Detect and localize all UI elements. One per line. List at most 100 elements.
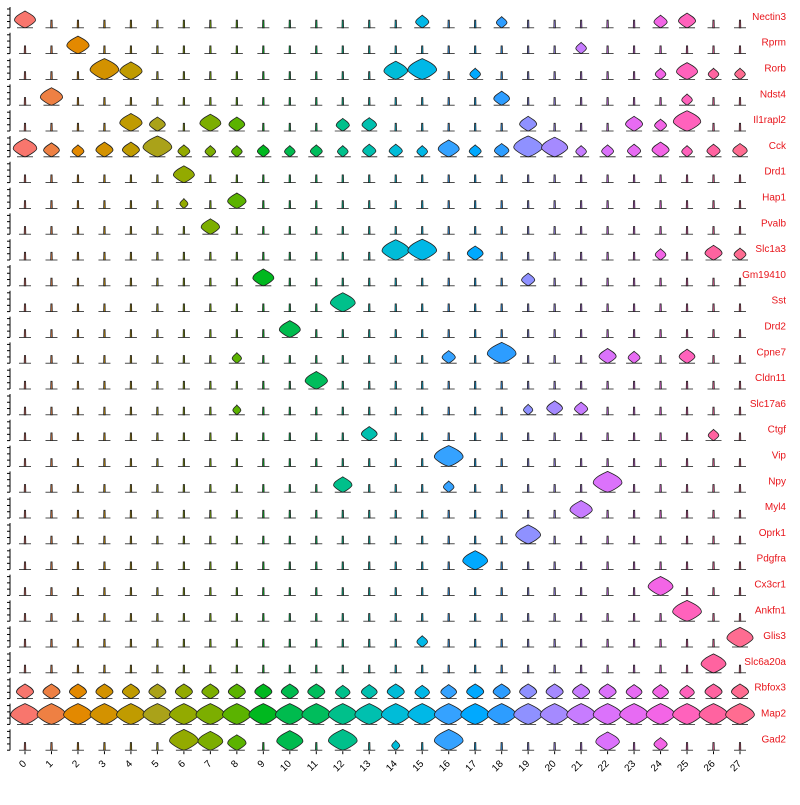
violin-Sst-16 [447, 303, 450, 312]
violin-Sst-4 [129, 303, 133, 312]
violin-Myl4-14 [394, 509, 397, 519]
violin-Slc1a3-21 [579, 251, 583, 261]
violin-Pdgfra-9 [262, 561, 265, 570]
violin-Cpne7-27 [738, 355, 742, 364]
violin-Cck-17 [468, 144, 482, 158]
violin-Pvalb-2 [76, 226, 80, 235]
violin-Gad2-13 [368, 742, 371, 751]
violin-Pvalb-17 [473, 226, 477, 235]
violin-Cck-3 [95, 141, 114, 158]
violin-Rbfox3-21 [572, 683, 591, 700]
violin-Glis3-14 [394, 638, 397, 648]
violin-Pdgfra-15 [421, 561, 424, 570]
violin-Myl4-7 [209, 509, 212, 519]
violin-Hap1-9 [262, 200, 265, 209]
violin-Slc1a3-4 [129, 251, 133, 261]
violin-Ctgf-20 [553, 432, 556, 441]
violin-Vip-6 [182, 458, 186, 467]
violin-Map2-2 [63, 703, 93, 725]
gene-row: Sst [7, 290, 786, 313]
violin-Map2-21 [566, 703, 596, 725]
violin-Drd2-12 [341, 329, 344, 338]
violin-Slc1a3-23 [632, 251, 636, 261]
violin-Il1rapl2-1 [50, 122, 53, 132]
violin-Slc17a6-3 [103, 406, 106, 416]
violin-Rprm-12 [341, 45, 344, 54]
violin-Hap1-25 [685, 200, 689, 209]
violin-Ankfn1-0 [23, 613, 27, 622]
violin-Cck-21 [575, 144, 587, 158]
violin-Hap1-15 [421, 200, 424, 209]
violin-Il1rapl2-22 [606, 122, 609, 132]
violin-Drd1-19 [526, 174, 530, 183]
violin-Npy-11 [315, 484, 318, 493]
violin-Glis3-23 [632, 638, 636, 648]
violin-Hap1-13 [368, 200, 371, 209]
violin-Pdgfra-21 [579, 561, 583, 570]
violin-Hap1-26 [712, 200, 715, 209]
violin-Glis3-0 [23, 638, 27, 648]
violin-Map2-25 [672, 703, 702, 725]
violin-Pvalb-22 [606, 226, 609, 235]
violin-Oprk1-18 [500, 535, 503, 545]
violin-Vip-7 [209, 458, 212, 467]
violin-Drd1-14 [394, 174, 397, 183]
violin-Gm19410-18 [500, 277, 503, 287]
violin-Nectin3-26 [712, 19, 715, 29]
gene-label: Pvalb [761, 218, 786, 229]
x-tick-label: 20 [543, 758, 559, 774]
violin-Pdgfra-18 [500, 561, 503, 570]
violin-Cx3cr1-20 [553, 587, 556, 596]
violin-Vip-3 [103, 458, 106, 467]
violin-Cpne7-6 [182, 355, 186, 364]
violin-Il1rapl2-26 [712, 122, 715, 132]
violin-Npy-9 [262, 484, 265, 493]
violin-Ctgf-10 [288, 432, 292, 441]
violin-Map2-15 [407, 703, 438, 725]
violin-Drd1-25 [685, 174, 689, 183]
violin-Ctgf-18 [500, 432, 503, 441]
gene-row: Cck [7, 135, 787, 158]
violin-Slc17a6-8 [232, 404, 242, 416]
violin-Cpne7-9 [262, 355, 265, 364]
violin-Drd2-6 [182, 329, 186, 338]
x-tick-label: 21 [570, 758, 586, 774]
violin-Map2-22 [592, 703, 623, 725]
violin-Npy-8 [235, 484, 239, 493]
violin-Cpne7-25 [678, 348, 696, 364]
violin-Ndst4-15 [421, 97, 424, 106]
violin-Glis3-26 [712, 638, 715, 648]
violin-Slc1a3-7 [209, 251, 212, 261]
violin-Slc6a20a-2 [76, 664, 80, 674]
violin-Cpne7-13 [368, 355, 371, 364]
violin-Il1rapl2-2 [76, 122, 80, 132]
violin-Map2-13 [354, 703, 385, 725]
violin-Glis3-24 [659, 638, 662, 648]
violin-Slc17a6-7 [209, 406, 212, 416]
violin-Ankfn1-17 [473, 613, 477, 622]
x-tick-label: 17 [464, 758, 480, 774]
violin-Sst-23 [632, 303, 636, 312]
violin-Myl4-16 [447, 509, 450, 519]
violin-Slc6a20a-1 [50, 664, 53, 674]
violin-Cldn11-13 [368, 380, 371, 390]
violin-Npy-16 [443, 480, 455, 493]
violin-Glis3-2 [76, 638, 80, 648]
violin-Ankfn1-23 [632, 613, 636, 622]
violin-Ndst4-3 [103, 97, 106, 106]
violin-Vip-22 [606, 458, 609, 467]
violin-Npy-20 [553, 484, 556, 493]
violin-Map2-26 [698, 703, 729, 725]
x-tick-label: 7 [203, 758, 215, 770]
violin-Rbfox3-7 [201, 683, 220, 700]
violin-Vip-12 [341, 458, 344, 467]
violin-Slc17a6-9 [262, 406, 265, 416]
violin-Pvalb-1 [50, 226, 53, 235]
violin-Ankfn1-2 [76, 613, 80, 622]
violin-Ctgf-5 [156, 432, 159, 441]
violin-Nectin3-15 [415, 14, 430, 29]
violin-Pvalb-12 [341, 226, 344, 235]
violin-Cpne7-7 [209, 355, 212, 364]
violin-Slc6a20a-8 [235, 664, 239, 674]
violin-Sst-17 [473, 303, 477, 312]
